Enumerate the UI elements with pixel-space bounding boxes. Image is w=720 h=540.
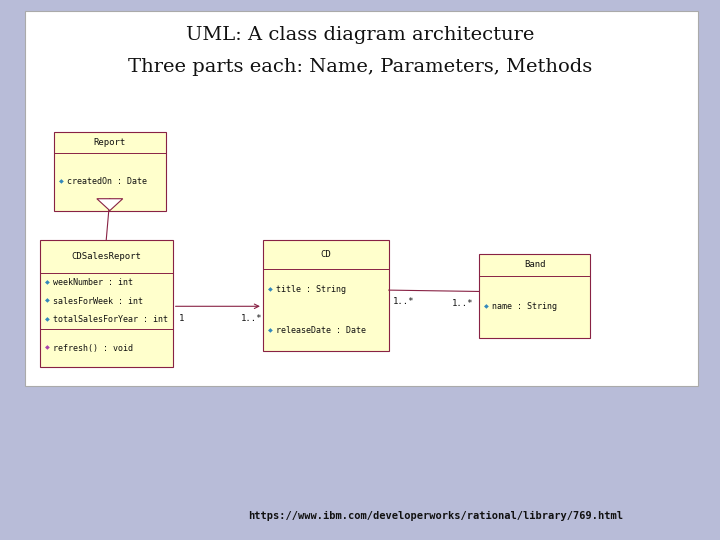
Text: ◆: ◆ (45, 346, 50, 350)
Text: ◆: ◆ (268, 328, 273, 333)
Text: Band: Band (524, 260, 545, 269)
Text: ◆: ◆ (45, 299, 50, 303)
Text: totalSalesForYear : int: totalSalesForYear : int (53, 315, 168, 325)
FancyBboxPatch shape (25, 11, 698, 386)
Text: UML: A class diagram architecture: UML: A class diagram architecture (186, 26, 534, 44)
Text: 1: 1 (179, 314, 184, 323)
Text: name : String: name : String (492, 302, 557, 311)
Text: CD: CD (320, 250, 331, 259)
Text: Three parts each: Name, Parameters, Methods: Three parts each: Name, Parameters, Meth… (128, 58, 592, 77)
Text: 1..*: 1..* (451, 299, 473, 308)
FancyBboxPatch shape (263, 240, 389, 351)
FancyBboxPatch shape (479, 254, 590, 338)
Text: ◆: ◆ (268, 287, 273, 292)
Text: ◆: ◆ (45, 280, 50, 285)
FancyBboxPatch shape (40, 240, 173, 367)
Text: https://www.ibm.com/developerworks/rational/library/769.html: https://www.ibm.com/developerworks/ratio… (248, 511, 623, 521)
Text: weekNumber : int: weekNumber : int (53, 278, 132, 287)
Text: refresh() : void: refresh() : void (53, 343, 132, 353)
Text: releaseDate : Date: releaseDate : Date (276, 326, 366, 335)
Polygon shape (96, 199, 122, 211)
Text: ◆: ◆ (484, 304, 489, 309)
Text: createdOn : Date: createdOn : Date (67, 177, 147, 186)
Text: 1..*: 1..* (241, 314, 263, 323)
Text: 1..*: 1..* (393, 298, 415, 307)
Text: ◆: ◆ (45, 318, 50, 322)
Text: Report: Report (94, 138, 126, 147)
Text: ◆: ◆ (59, 179, 64, 184)
Text: title : String: title : String (276, 285, 346, 294)
FancyBboxPatch shape (54, 132, 166, 211)
Text: salesForWeek : int: salesForWeek : int (53, 296, 143, 306)
Text: CDSalesReport: CDSalesReport (71, 252, 141, 261)
